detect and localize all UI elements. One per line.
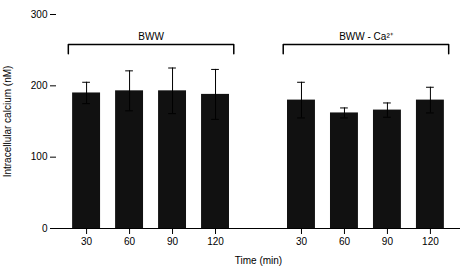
svg-text:0: 0 bbox=[42, 223, 48, 234]
svg-text:BWW: BWW bbox=[138, 31, 164, 42]
svg-text:60: 60 bbox=[339, 236, 351, 247]
svg-text:120: 120 bbox=[207, 236, 224, 247]
svg-text:300: 300 bbox=[31, 9, 48, 20]
svg-text:90: 90 bbox=[167, 236, 179, 247]
svg-text:120: 120 bbox=[422, 236, 439, 247]
svg-text:200: 200 bbox=[31, 80, 48, 91]
svg-text:60: 60 bbox=[124, 236, 136, 247]
svg-text:BWW - Ca²⁺: BWW - Ca²⁺ bbox=[339, 31, 394, 42]
svg-text:100: 100 bbox=[31, 151, 48, 162]
svg-text:Intracellular calcium (nM): Intracellular calcium (nM) bbox=[2, 66, 13, 178]
svg-text:Time (min): Time (min) bbox=[235, 255, 282, 266]
svg-text:30: 30 bbox=[296, 236, 308, 247]
svg-text:90: 90 bbox=[382, 236, 394, 247]
svg-text:30: 30 bbox=[81, 236, 93, 247]
